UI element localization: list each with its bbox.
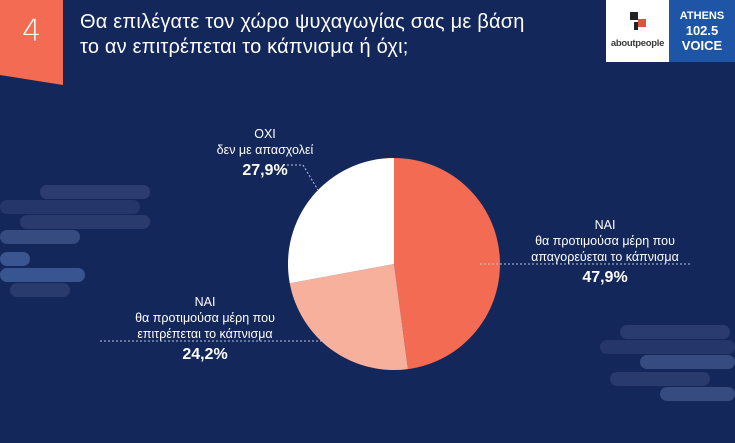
value-label-indifferent: 27,9% xyxy=(242,162,288,179)
label-smoking: ΝΑΙ θα προτιμούσα μέρη που επιτρέπεται τ… xyxy=(95,294,315,342)
label-no-smoking: ΝΑΙ θα προτιμούσα μέρη που απαγορεύεται … xyxy=(495,217,715,265)
decorative-clouds xyxy=(0,185,735,401)
athens-voice-logo: ATHENS 102.5 VOICE xyxy=(669,0,735,62)
label-no-smoking-line1: θα προτιμούσα μέρη που xyxy=(535,234,675,248)
title-line-1: Θα επιλέγατε τον χώρο ψυχαγωγίας σας με … xyxy=(80,11,525,33)
pie-slice-indifferent xyxy=(287,158,394,284)
title-line-2: το αν επιτρέπεται το κάπνισμα ή όχι; xyxy=(80,36,409,58)
page-title: Θα επιλέγατε τον χώρο ψυχαγωγίας σας με … xyxy=(80,10,580,60)
leader-lines xyxy=(100,164,690,342)
athens-voice-line-3: VOICE xyxy=(681,38,723,53)
pie-slice-no-smoking xyxy=(394,158,501,370)
pie-chart xyxy=(287,158,501,371)
label-smoking-line1: θα προτιμούσα μέρη που xyxy=(135,311,275,325)
leader-line-indifferent xyxy=(283,164,319,191)
athens-voice-line-1: ATHENS xyxy=(679,10,725,22)
aboutpeople-mark-icon xyxy=(630,12,646,30)
value-label-smoking: 24,2% xyxy=(182,346,228,363)
label-smoking-main: ΝΑΙ xyxy=(194,295,216,309)
value-label-no-smoking: 47,9% xyxy=(582,269,628,286)
label-no-smoking-line2: απαγορεύεται το κάπνισμα xyxy=(531,250,679,264)
aboutpeople-text: aboutpeople xyxy=(610,38,665,49)
label-indifferent-line1: δεν με απασχολεί xyxy=(216,143,314,157)
question-number-tab xyxy=(0,0,63,85)
label-smoking-line2: επιτρέπεται το κάπνισμα xyxy=(137,327,273,341)
label-indifferent: ΟΧΙ δεν με απασχολεί xyxy=(180,126,350,158)
athens-voice-line-2: 102.5 xyxy=(685,23,719,38)
aboutpeople-logo: aboutpeople xyxy=(606,0,669,62)
label-no-smoking-main: ΝΑΙ xyxy=(594,218,616,232)
label-indifferent-main: ΟΧΙ xyxy=(254,127,276,141)
question-number: 4 xyxy=(21,14,42,49)
pie-slice-smoking xyxy=(289,264,408,371)
